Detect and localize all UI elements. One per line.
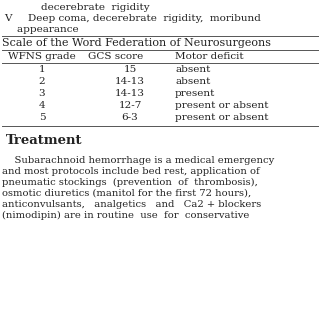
Text: anticonvulsants,   analgetics   and   Ca2 + blockers: anticonvulsants, analgetics and Ca2 + bl…: [2, 200, 261, 209]
Text: 12-7: 12-7: [118, 101, 142, 110]
Text: 2: 2: [39, 77, 45, 86]
Text: WFNS grade: WFNS grade: [8, 52, 76, 61]
Text: Deep coma, decerebrate  rigidity,  moribund: Deep coma, decerebrate rigidity, moribun…: [28, 14, 261, 23]
Text: Treatment: Treatment: [6, 134, 83, 147]
Text: appearance: appearance: [4, 25, 79, 34]
Text: 14-13: 14-13: [115, 77, 145, 86]
Text: osmotic diuretics (manitol for the first 72 hours),: osmotic diuretics (manitol for the first…: [2, 189, 251, 198]
Text: 6-3: 6-3: [122, 113, 138, 122]
Text: V: V: [4, 14, 12, 23]
Text: decerebrate  rigidity: decerebrate rigidity: [28, 3, 150, 12]
Text: Subarachnoid hemorrhage is a medical emergency: Subarachnoid hemorrhage is a medical eme…: [2, 156, 274, 165]
Text: GCS score: GCS score: [88, 52, 143, 61]
Text: present or absent: present or absent: [175, 113, 268, 122]
Text: present: present: [175, 89, 215, 98]
Text: Motor deficit: Motor deficit: [175, 52, 244, 61]
Text: pneumatic stockings  (prevention  of  thrombosis),: pneumatic stockings (prevention of throm…: [2, 178, 258, 187]
Text: 15: 15: [124, 65, 137, 74]
Text: present or absent: present or absent: [175, 101, 268, 110]
Text: (nimodipin) are in routine  use  for  conservative: (nimodipin) are in routine use for conse…: [2, 211, 249, 220]
Text: 3: 3: [39, 89, 45, 98]
Text: and most protocols include bed rest, application of: and most protocols include bed rest, app…: [2, 167, 260, 176]
Text: 1: 1: [39, 65, 45, 74]
Text: 14-13: 14-13: [115, 89, 145, 98]
Text: absent: absent: [175, 77, 210, 86]
Text: 5: 5: [39, 113, 45, 122]
Text: 4: 4: [39, 101, 45, 110]
Text: absent: absent: [175, 65, 210, 74]
Text: Scale of the Word Federation of Neurosurgeons: Scale of the Word Federation of Neurosur…: [2, 38, 271, 48]
